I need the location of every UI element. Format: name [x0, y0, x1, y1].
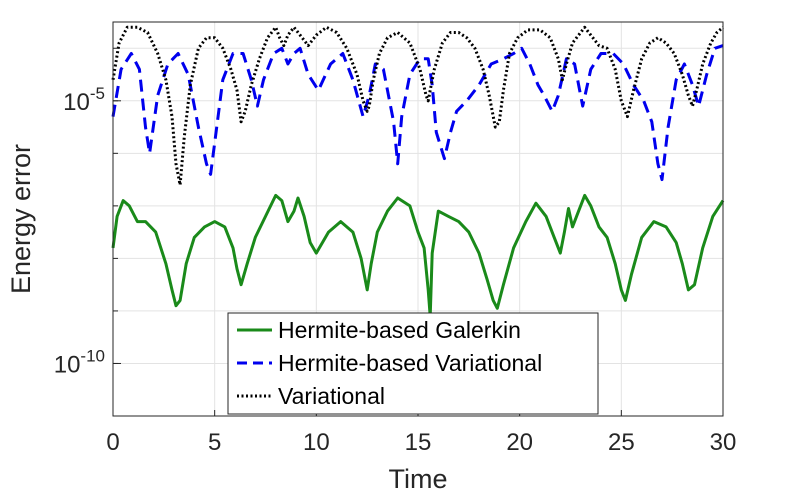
series-line-hermite-variational: [111, 44, 724, 182]
y-tick-label: 10-5: [63, 84, 105, 116]
legend-label-variational: Variational: [278, 383, 385, 409]
legend: Hermite-based Galerkin Hermite-based Var…: [227, 312, 599, 415]
x-tick-label: 10: [303, 429, 330, 456]
x-tick-label: 20: [506, 429, 533, 456]
x-tick-label: 30: [710, 429, 737, 456]
x-tick-label: 0: [106, 429, 119, 456]
x-tick-label: 5: [208, 429, 221, 456]
ticks: 0 5 10 15 20 25 30 10-5 10-10: [54, 47, 737, 456]
series-line-galerkin: [111, 193, 725, 318]
x-axis-label: Time: [389, 464, 448, 494]
legend-label-hermite-variational: Hermite-based Variational: [278, 350, 542, 376]
x-tick-label: 15: [405, 429, 432, 456]
x-tick-label: 25: [608, 429, 635, 456]
series-layer: [111, 25, 725, 318]
legend-box: [227, 312, 599, 415]
legend-label-galerkin: Hermite-based Galerkin: [278, 317, 521, 343]
y-axis-label: Energy error: [6, 144, 36, 294]
series-line-variational: [111, 25, 724, 187]
y-tick-label: 10-10: [54, 346, 105, 378]
